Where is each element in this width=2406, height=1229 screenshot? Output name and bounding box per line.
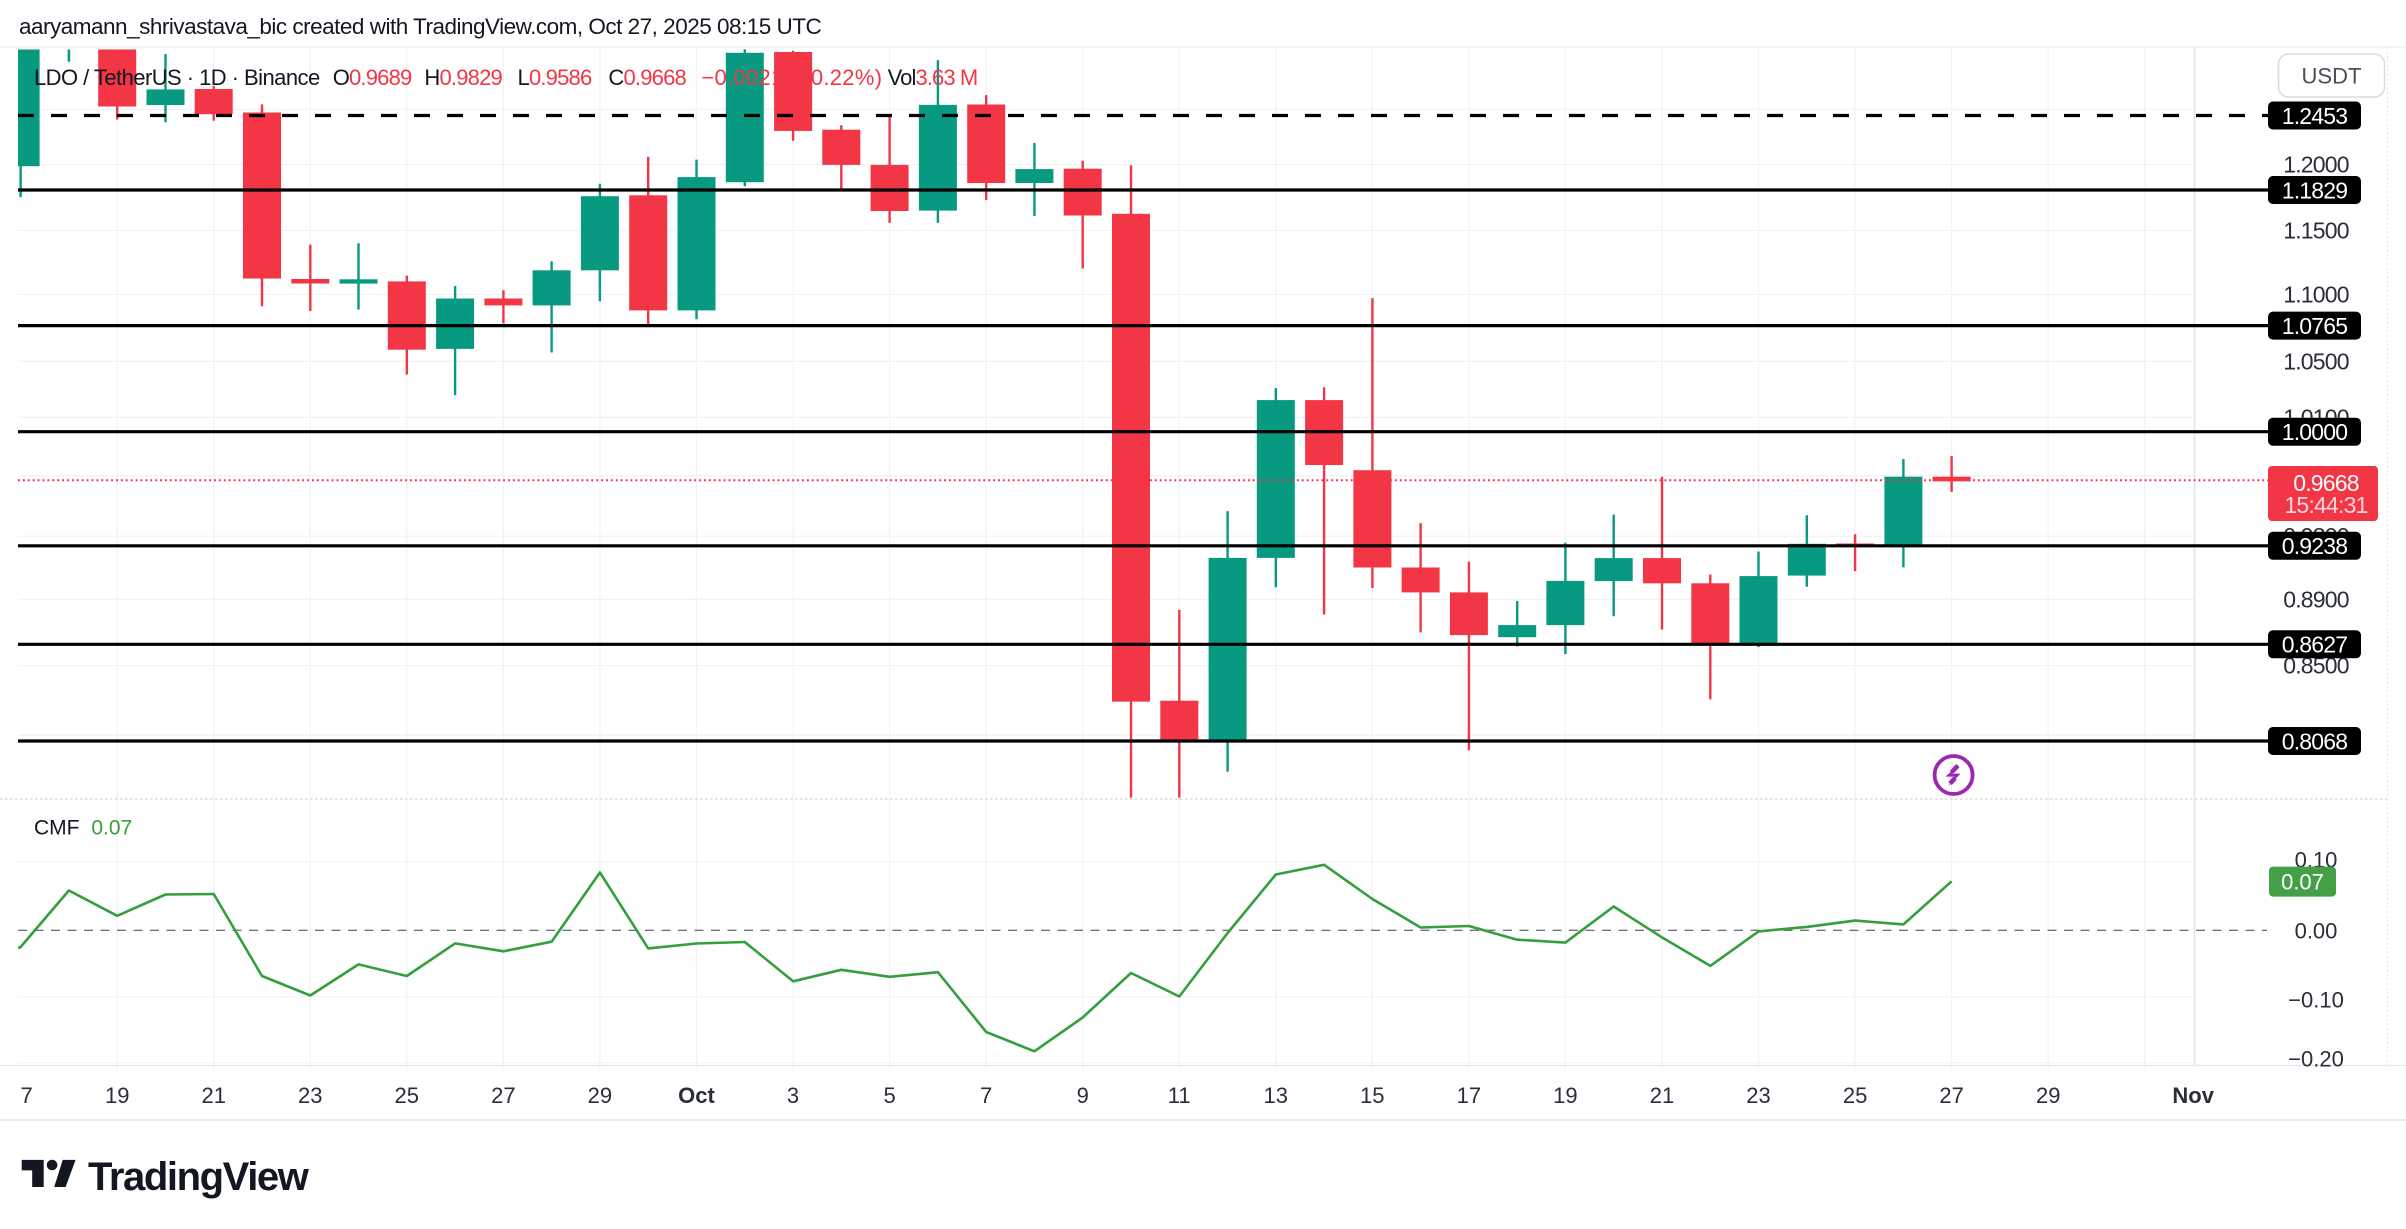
svg-text:H0.9829: H0.9829 <box>424 65 502 90</box>
svg-text:29: 29 <box>588 1083 612 1108</box>
svg-text:21: 21 <box>201 1083 225 1108</box>
svg-text:21: 21 <box>1650 1083 1674 1108</box>
svg-text:1.2000: 1.2000 <box>2283 152 2349 178</box>
svg-text:19: 19 <box>1553 1083 1577 1108</box>
svg-text:−0.10: −0.10 <box>2288 988 2344 1013</box>
svg-text:CMF 0.07: CMF 0.07 <box>34 817 132 840</box>
svg-text:5: 5 <box>883 1083 895 1108</box>
svg-text:TradingView: TradingView <box>88 1155 310 1199</box>
svg-text:7: 7 <box>980 1083 992 1108</box>
svg-text:USDT: USDT <box>2302 64 2362 89</box>
svg-text:1.2453: 1.2453 <box>2282 103 2348 129</box>
svg-text:Vol3.63 M: Vol3.63 M <box>888 65 978 90</box>
svg-text:11: 11 <box>1168 1083 1191 1108</box>
svg-text:0.8900: 0.8900 <box>2283 586 2349 612</box>
svg-text:1.0000: 1.0000 <box>2282 419 2348 445</box>
svg-text:1.0765: 1.0765 <box>2282 313 2348 339</box>
svg-text:1.1829: 1.1829 <box>2282 177 2348 203</box>
svg-text:−0.20: −0.20 <box>2288 1047 2344 1072</box>
svg-text:0.9238: 0.9238 <box>2282 533 2348 559</box>
svg-text:13: 13 <box>1264 1083 1288 1108</box>
svg-text:C0.9668: C0.9668 <box>608 65 686 90</box>
svg-text:3: 3 <box>787 1083 799 1108</box>
svg-text:7: 7 <box>20 1083 32 1108</box>
svg-text:LDO / TetherUS · 1D · Binance: LDO / TetherUS · 1D · Binance <box>34 65 320 90</box>
svg-text:15:44:31: 15:44:31 <box>2284 492 2367 518</box>
svg-text:1.1000: 1.1000 <box>2283 282 2349 308</box>
svg-text:25: 25 <box>1843 1083 1867 1108</box>
svg-text:aaryamann_shrivastava_bic crea: aaryamann_shrivastava_bic created with T… <box>19 14 822 39</box>
svg-text:1.1500: 1.1500 <box>2283 218 2349 244</box>
svg-text:1.0500: 1.0500 <box>2283 348 2349 374</box>
svg-text:29: 29 <box>2036 1083 2060 1108</box>
svg-text:19: 19 <box>105 1083 129 1108</box>
svg-text:Nov: Nov <box>2172 1083 2214 1108</box>
svg-text:15: 15 <box>1360 1083 1384 1108</box>
svg-text:9: 9 <box>1077 1083 1089 1108</box>
svg-text:0.8068: 0.8068 <box>2282 728 2348 754</box>
svg-text:0.9668: 0.9668 <box>2293 470 2359 496</box>
svg-text:0.00: 0.00 <box>2295 918 2338 943</box>
svg-text:23: 23 <box>1746 1083 1770 1108</box>
svg-text:L0.9586: L0.9586 <box>518 65 592 90</box>
svg-text:0.8627: 0.8627 <box>2282 632 2348 658</box>
svg-text:Oct: Oct <box>678 1083 715 1108</box>
svg-text:23: 23 <box>298 1083 322 1108</box>
svg-text:O0.9689: O0.9689 <box>333 65 412 90</box>
svg-text:0.07: 0.07 <box>2281 870 2324 895</box>
svg-text:17: 17 <box>1457 1083 1481 1108</box>
svg-text:25: 25 <box>395 1083 419 1108</box>
svg-text:−0.0021 (−0.22%): −0.0021 (−0.22%) <box>701 65 882 90</box>
svg-text:27: 27 <box>1939 1083 1963 1108</box>
svg-text:27: 27 <box>491 1083 515 1108</box>
